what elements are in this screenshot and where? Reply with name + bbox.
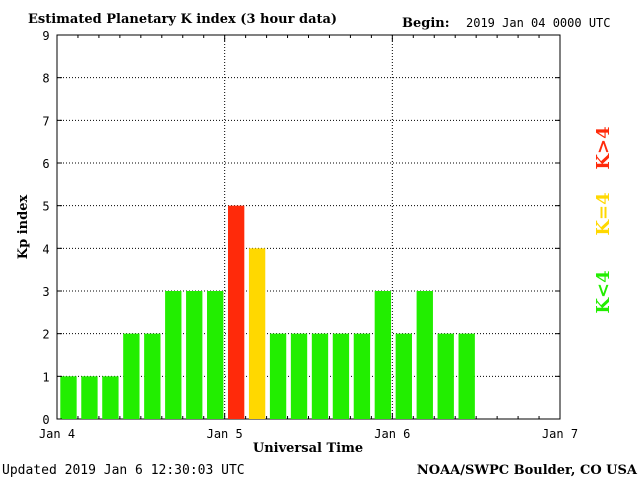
kp-bar — [458, 333, 475, 419]
y-tick-label: 9 — [42, 29, 49, 43]
y-tick-label: 7 — [42, 114, 49, 128]
kp-bar — [144, 333, 161, 419]
kp-bar — [311, 333, 329, 419]
kp-bar — [81, 376, 98, 419]
updated-timestamp: Updated 2019 Jan 6 12:30:03 UTC — [2, 463, 245, 478]
y-tick-label: 2 — [42, 328, 49, 342]
x-tick-label: Jan 6 — [374, 427, 410, 441]
x-axis-label: Universal Time — [253, 441, 363, 456]
y-tick-label: 8 — [42, 72, 49, 86]
y-tick-label: 6 — [42, 157, 49, 171]
begin-value: 2019 Jan 04 0000 UTC — [466, 16, 611, 30]
begin-label: Begin: — [402, 16, 450, 31]
legend: K>4 K=4 K<4 — [593, 126, 614, 313]
bars — [60, 205, 475, 419]
y-tick-label: 5 — [42, 200, 49, 214]
source-credit: NOAA/SWPC Boulder, CO USA — [417, 463, 638, 478]
kp-bar — [353, 333, 371, 419]
kp-bar — [416, 291, 433, 419]
kp-bar — [123, 333, 140, 419]
kp-bar — [437, 333, 454, 419]
kp-bar — [186, 291, 203, 419]
kp-bar — [332, 333, 350, 419]
kp-bar — [102, 376, 119, 419]
chart-title: Estimated Planetary K index (3 hour data… — [28, 12, 337, 27]
x-axis-ticks: Jan 4 Jan 5 Jan 6 Jan 7 — [39, 35, 578, 441]
grid — [57, 34, 560, 419]
kp-bar — [207, 291, 224, 419]
x-tick-label: Jan 5 — [207, 427, 243, 441]
x-tick-label: Jan 4 — [39, 427, 75, 441]
kp-bar — [269, 333, 287, 419]
legend-item: K>4 — [593, 126, 614, 169]
legend-item: K=4 — [593, 192, 614, 235]
y-axis-ticks: 0 1 2 3 4 5 6 7 8 9 — [42, 29, 560, 427]
y-axis-label: Kp index — [16, 195, 31, 260]
x-tick-label: Jan 7 — [542, 427, 578, 441]
kp-bar — [227, 205, 245, 419]
y-tick-label: 4 — [42, 242, 49, 256]
kp-bar — [248, 248, 266, 419]
kp-bar — [374, 291, 392, 419]
legend-item: K<4 — [593, 270, 614, 313]
y-tick-label: 3 — [42, 285, 49, 299]
kp-bar — [395, 333, 412, 419]
y-tick-label: 1 — [42, 370, 49, 384]
kp-bar — [290, 333, 308, 419]
kp-bar — [165, 291, 182, 419]
kp-bar — [60, 376, 77, 419]
y-tick-label: 0 — [42, 413, 49, 427]
